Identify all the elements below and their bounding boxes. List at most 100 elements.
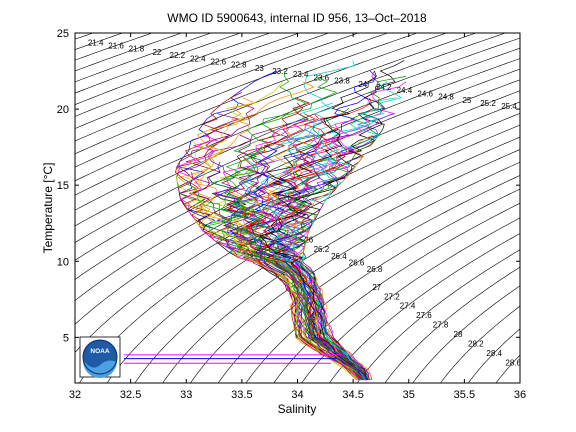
isoline-label: 22.6 bbox=[211, 58, 227, 67]
profile-line bbox=[268, 118, 365, 381]
isoline-23.8 bbox=[75, 33, 477, 196]
isoline-label: 25 bbox=[463, 96, 472, 105]
x-tick-label: 34 bbox=[291, 389, 303, 401]
isoline-28.4 bbox=[467, 328, 520, 383]
profile-lines bbox=[175, 60, 407, 381]
profile-line bbox=[290, 134, 374, 381]
isoline-28.2 bbox=[440, 305, 520, 383]
isoline-label: 24.8 bbox=[438, 93, 454, 102]
y-tick-label: 10 bbox=[57, 256, 69, 268]
y-tick-label: 25 bbox=[57, 28, 69, 40]
isoline-28 bbox=[412, 285, 520, 383]
isoline-26.4 bbox=[190, 161, 520, 383]
noaa-logo: NOAA bbox=[79, 336, 121, 379]
isoline-26.2 bbox=[162, 149, 520, 383]
isoline-label: 27 bbox=[372, 283, 381, 292]
density-isoline-labels: 21.4 21.6 21.8 22 22.2 22.4 22.6 22.8 23 23.2 23.4… bbox=[88, 38, 522, 367]
isoline-24.8 bbox=[75, 68, 520, 280]
isoline-label: 28 bbox=[454, 330, 463, 339]
isoline-label: 26 bbox=[304, 236, 313, 245]
isoline-25.8 bbox=[106, 124, 520, 383]
isoline-24.2 bbox=[75, 37, 520, 227]
chart-title: WMO ID 5900643, internal ID 956, 13–Oct–… bbox=[167, 11, 427, 25]
isoline-27.4 bbox=[329, 233, 520, 383]
isoline-23 bbox=[75, 33, 360, 142]
isoline-23.6 bbox=[75, 33, 448, 182]
isoline-label: 23 bbox=[255, 64, 264, 73]
x-tick-label: 33.5 bbox=[231, 389, 252, 401]
isoline-23.2 bbox=[75, 33, 389, 155]
isoline-label: 28.6 bbox=[505, 358, 521, 367]
isoline-22.4 bbox=[75, 33, 271, 105]
isoline-label: 27.8 bbox=[433, 321, 449, 330]
profile-line bbox=[259, 156, 371, 381]
isoline-26.6 bbox=[217, 175, 520, 383]
isoline-label: 21.6 bbox=[108, 42, 124, 51]
isoline-24.6 bbox=[75, 58, 520, 261]
isoline-label: 27.6 bbox=[416, 311, 432, 320]
isoline-label: 22.8 bbox=[231, 61, 247, 70]
x-axis-label: Salinity bbox=[278, 402, 317, 416]
profile-line bbox=[262, 97, 372, 381]
isoline-22.8 bbox=[75, 33, 330, 129]
profile-line bbox=[250, 171, 368, 381]
isoline-label: 25.2 bbox=[480, 99, 496, 108]
profile-line bbox=[259, 129, 367, 381]
isoline-label: 24.6 bbox=[417, 89, 433, 98]
x-tick-label: 32 bbox=[69, 389, 81, 401]
isoline-label: 26.2 bbox=[314, 245, 330, 254]
x-tick-label: 34.5 bbox=[342, 389, 363, 401]
profile-line bbox=[207, 70, 363, 381]
isoline-label: 28.2 bbox=[468, 339, 484, 348]
isoline-label: 23.8 bbox=[334, 77, 350, 86]
isoline-label: 22.2 bbox=[170, 51, 186, 60]
isoline-23.4 bbox=[75, 33, 419, 168]
isoline-26.8 bbox=[245, 188, 520, 383]
isoline-27.6 bbox=[356, 249, 520, 383]
isoline-label: 23.4 bbox=[293, 70, 309, 79]
profile-line bbox=[184, 140, 358, 381]
x-tick-label: 35.5 bbox=[454, 389, 475, 401]
isoline-label: 26.6 bbox=[349, 259, 365, 268]
y-axis: 5 10 15 20 25 bbox=[57, 28, 520, 344]
logo-text: NOAA bbox=[90, 348, 109, 355]
profile-line bbox=[259, 70, 377, 381]
density-isolines bbox=[75, 33, 520, 383]
isoline-label: 21.8 bbox=[129, 45, 145, 54]
isoline-label: 22.4 bbox=[190, 54, 206, 63]
isoline-25.6 bbox=[78, 113, 520, 383]
isoline-label: 24.4 bbox=[397, 86, 413, 95]
x-axis: 32 32.5 33 33.5 34 34.5 35 35.5 36 bbox=[69, 33, 526, 401]
profile-line bbox=[268, 118, 379, 381]
isoline-25.2 bbox=[75, 90, 520, 325]
isoline-26 bbox=[134, 136, 520, 383]
isoline-27.2 bbox=[301, 217, 520, 383]
isoline-label: 28.4 bbox=[486, 349, 502, 358]
isoline-22.2 bbox=[75, 33, 242, 94]
x-tick-label: 35 bbox=[403, 389, 415, 401]
x-tick-label: 36 bbox=[514, 389, 526, 401]
isoline-label: 23.6 bbox=[314, 73, 330, 82]
profile-line bbox=[269, 134, 369, 381]
isoline-label: 22 bbox=[152, 48, 161, 57]
y-axis-label: Temperature [°C] bbox=[41, 163, 55, 254]
x-tick-label: 32.5 bbox=[120, 389, 141, 401]
surface-lines bbox=[123, 354, 342, 364]
isoline-label: 27.4 bbox=[400, 302, 416, 311]
y-tick-label: 15 bbox=[57, 180, 69, 192]
y-tick-label: 5 bbox=[63, 332, 69, 344]
isoline-24.4 bbox=[75, 47, 520, 243]
isoline-label: 25.4 bbox=[501, 102, 517, 111]
isoline-22.6 bbox=[75, 33, 301, 117]
isoline-label: 26.4 bbox=[331, 252, 347, 261]
y-tick-label: 20 bbox=[57, 104, 69, 116]
isoline-label: 26.8 bbox=[367, 265, 383, 274]
isoline-label: 27.2 bbox=[384, 292, 400, 301]
isoline-label: 21.4 bbox=[88, 38, 104, 47]
x-tick-label: 33 bbox=[180, 389, 192, 401]
profile-line bbox=[222, 198, 365, 381]
isoline-27.8 bbox=[384, 266, 520, 383]
isoline-label: 24.2 bbox=[376, 83, 392, 92]
profile-line bbox=[245, 134, 365, 381]
